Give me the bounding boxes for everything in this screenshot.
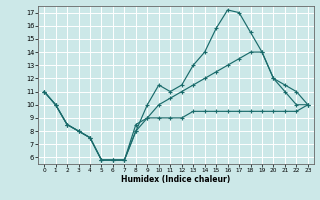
- X-axis label: Humidex (Indice chaleur): Humidex (Indice chaleur): [121, 175, 231, 184]
